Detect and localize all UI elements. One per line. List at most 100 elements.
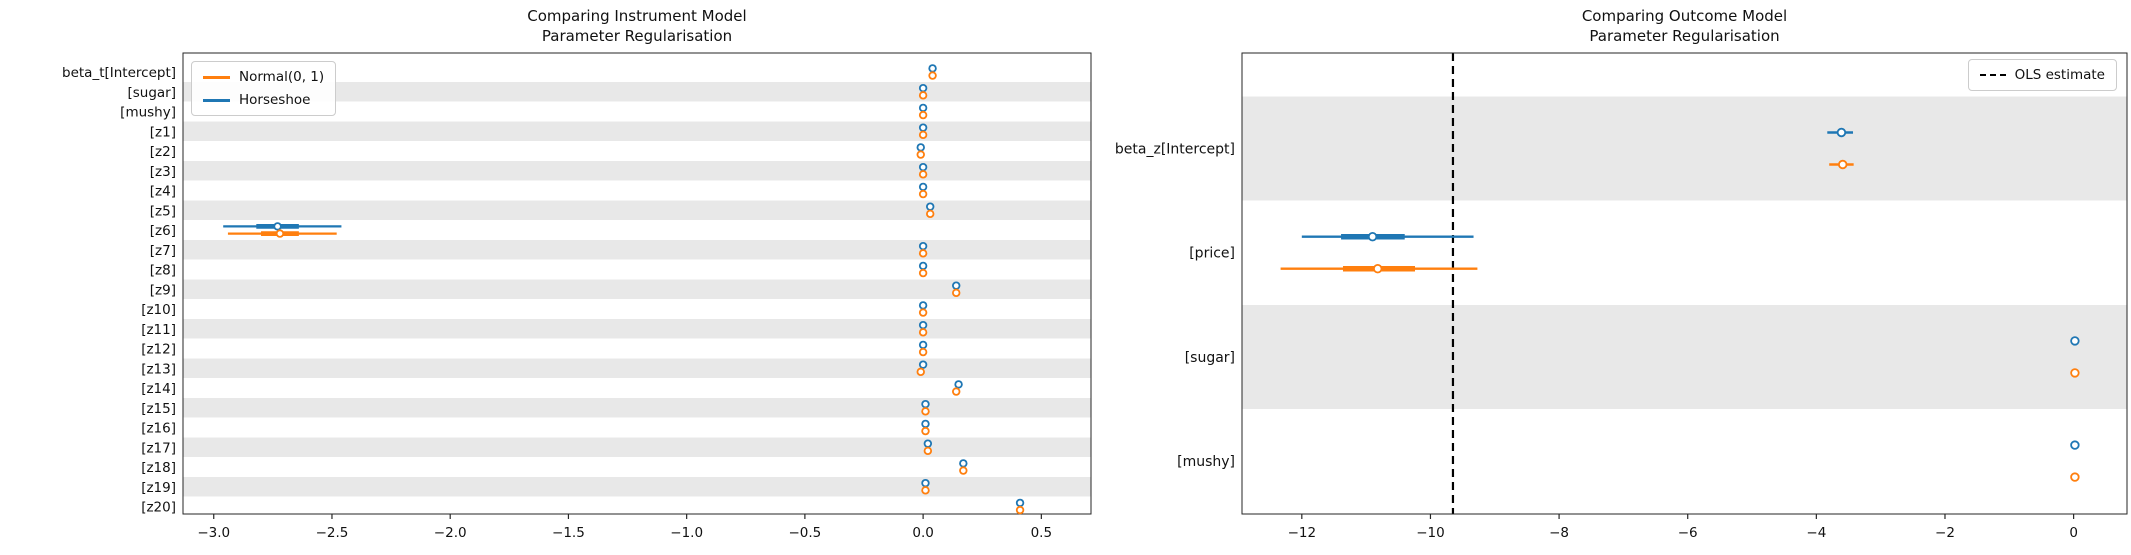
- y-tick-label: [z17]: [141, 440, 176, 456]
- y-tick-label: [z18]: [141, 460, 176, 476]
- horseshoe-median-marker: [918, 103, 928, 113]
- x-tick-label: 0.0: [912, 525, 933, 541]
- normal-line-swatch: [203, 75, 230, 79]
- normal-median-marker: [918, 347, 928, 357]
- horseshoe-median-marker: [273, 222, 282, 231]
- horseshoe-median-marker: [918, 182, 928, 192]
- row-band: [183, 476, 1091, 497]
- normal-median-marker: [926, 209, 935, 219]
- horseshoe-median-marker: [954, 380, 963, 389]
- horseshoe-median-marker: [918, 123, 928, 132]
- y-tick-label: [z19]: [141, 480, 176, 496]
- axes-spines: [1241, 52, 2128, 515]
- normal-median-marker: [918, 130, 928, 140]
- y-tick-label: [z12]: [141, 342, 176, 358]
- normal-median-marker: [1373, 264, 1383, 274]
- y-tick-label: beta_t[Intercept]: [62, 65, 176, 81]
- horseshoe-median-marker: [918, 320, 928, 330]
- title-line-2: Parameter Regularisation: [541, 27, 733, 45]
- y-tick-label: [z14]: [141, 381, 176, 397]
- horseshoe-median-marker: [921, 478, 930, 488]
- x-tick-label: −0.5: [788, 525, 821, 541]
- instrument-legend: Normal(0, 1) Horseshoe: [191, 61, 337, 116]
- normal-median-marker: [918, 328, 928, 337]
- horseshoe-median-marker: [918, 301, 928, 310]
- x-tick-label: −1.5: [552, 525, 585, 541]
- normal-median-marker: [921, 407, 930, 416]
- normal-median-marker: [1838, 159, 1848, 170]
- normal-median-marker: [275, 229, 285, 238]
- row-band: [183, 160, 1091, 181]
- row-band: [183, 397, 1091, 418]
- y-tick-label: [z9]: [150, 282, 176, 298]
- x-tick-label: −2.5: [316, 525, 349, 541]
- y-tick-label: [z7]: [150, 243, 176, 259]
- horseshoe-median-marker: [1836, 127, 1847, 138]
- y-tick-label: [mushy]: [1177, 454, 1235, 470]
- x-tick-label: −2: [1935, 525, 1955, 541]
- y-tick-label: [z1]: [150, 124, 176, 140]
- normal-median-marker: [918, 110, 928, 120]
- normal-median-marker: [918, 91, 928, 100]
- title-line-1: Comparing Instrument Model: [527, 7, 747, 25]
- y-tick-label: [z20]: [141, 500, 176, 516]
- horseshoe-median-marker: [2070, 440, 2080, 450]
- horseshoe-line-swatch: [203, 98, 230, 102]
- y-tick-label: [z4]: [150, 184, 176, 200]
- y-tick-label: [z6]: [150, 223, 176, 239]
- row-band: [183, 318, 1091, 339]
- legend-entry-normal: Normal(0, 1): [203, 69, 324, 85]
- legend-entry-ols: OLS estimate: [1979, 67, 2105, 83]
- horseshoe-median-marker: [918, 360, 928, 369]
- row-band: [183, 358, 1091, 379]
- row-band: [183, 437, 1091, 458]
- horseshoe-median-marker: [959, 459, 968, 468]
- normal-median-marker: [921, 486, 930, 495]
- legend-label-normal: Normal(0, 1): [239, 69, 325, 85]
- normal-median-marker: [959, 466, 968, 475]
- horseshoe-median-marker: [918, 162, 928, 172]
- y-tick-label: [z16]: [141, 421, 176, 437]
- horseshoe-median-marker: [923, 439, 933, 448]
- x-tick-label: −4: [1806, 525, 1826, 541]
- horseshoe-median-marker: [918, 261, 928, 271]
- normal-median-marker: [918, 170, 928, 179]
- x-tick-label: −8: [1549, 525, 1569, 541]
- horseshoe-median-marker: [921, 399, 930, 409]
- x-tick-label: −10: [1416, 525, 1445, 541]
- normal-median-marker: [2070, 368, 2080, 378]
- normal-median-marker: [918, 268, 928, 278]
- legend-entry-horseshoe: Horseshoe: [203, 92, 324, 108]
- row-band: [183, 279, 1091, 300]
- normal-median-marker: [1015, 505, 1025, 515]
- y-tick-label: beta_z[Intercept]: [1115, 142, 1235, 158]
- y-tick-label: [z15]: [141, 401, 176, 417]
- x-tick-label: −6: [1678, 525, 1698, 541]
- horseshoe-median-marker: [918, 83, 928, 93]
- row-band: [183, 121, 1091, 142]
- y-tick-label: [sugar]: [1185, 350, 1235, 366]
- y-tick-label: [z2]: [150, 144, 176, 160]
- row-band: [183, 200, 1091, 221]
- row-band: [1242, 96, 2127, 201]
- x-tick-label: 0.5: [1031, 525, 1052, 541]
- normal-median-marker: [952, 387, 961, 396]
- x-tick-label: 0: [2069, 525, 2078, 541]
- horseshoe-median-marker: [952, 281, 961, 290]
- y-tick-label: [z8]: [150, 263, 176, 279]
- horseshoe-median-marker: [926, 202, 935, 211]
- row-band: [183, 81, 1091, 102]
- horseshoe-median-marker: [921, 419, 930, 429]
- outcome-model-title: Comparing Outcome Model Parameter Regula…: [1242, 6, 2127, 46]
- row-band: [183, 239, 1091, 260]
- normal-median-marker: [921, 426, 930, 436]
- normal-median-marker: [916, 150, 925, 159]
- x-tick-label: −12: [1288, 525, 1317, 541]
- y-tick-label: [z13]: [141, 361, 176, 377]
- y-tick-label: [mushy]: [120, 105, 176, 121]
- y-tick-label: [sugar]: [127, 85, 176, 101]
- y-tick-label: [z10]: [141, 302, 176, 318]
- ols-dashed-swatch: [1979, 74, 2006, 76]
- horseshoe-median-marker: [916, 143, 925, 152]
